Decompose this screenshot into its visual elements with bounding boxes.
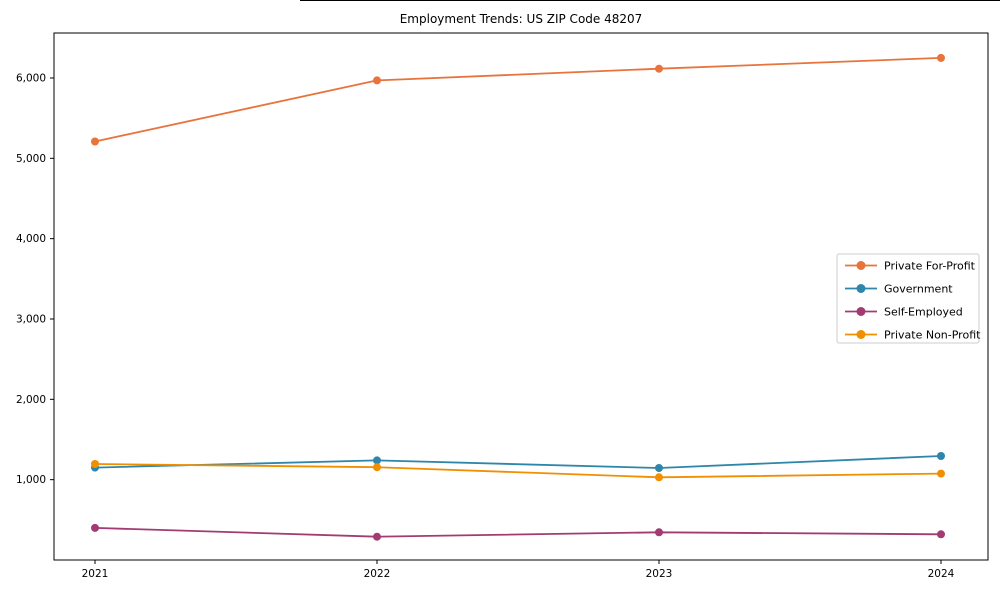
legend-label-self-employed: Self-Employed [884, 306, 963, 319]
data-point-self-employed [937, 530, 945, 539]
y-tick-label: 4,000 [16, 233, 46, 245]
legend-label-private-for-profit: Private For-Profit [884, 260, 976, 273]
series-line-self-employed [94, 527, 942, 538]
data-point-private-for-profit [373, 76, 381, 85]
data-point-self-employed [655, 528, 663, 537]
y-tick-label: 3,000 [16, 313, 46, 325]
series-line-private-for-profit [94, 57, 942, 143]
x-tick-label: 2021 [82, 568, 109, 580]
data-point-government [937, 452, 945, 460]
legend-box [836, 253, 980, 344]
legend-marker-government [856, 284, 866, 293]
data-point-private-for-profit [655, 64, 663, 73]
y-tick-label: 2,000 [16, 394, 46, 406]
chart-title: Employment Trends: US ZIP Code 48207 [399, 12, 643, 26]
data-point-government [373, 456, 381, 465]
data-point-private-for-profit [937, 53, 945, 62]
data-point-self-employed [373, 532, 381, 541]
data-point-private-non-profit [937, 469, 945, 478]
y-tick-label: 1,000 [16, 474, 46, 486]
legend-marker-self-employed [856, 307, 866, 316]
x-tick-label: 2022 [364, 568, 391, 580]
data-point-private-for-profit [91, 137, 99, 146]
legend-marker-private-for-profit [856, 261, 866, 270]
data-point-private-non-profit [91, 460, 99, 468]
data-point-private-non-profit [373, 463, 381, 472]
legend-label-private-non-profit: Private Non-Profit [884, 329, 981, 342]
legend-marker-private-non-profit [856, 330, 866, 339]
y-tick-label: 5,000 [16, 153, 46, 165]
x-tick-label: 2024 [928, 568, 955, 580]
data-point-government [655, 464, 663, 472]
series-line-government [94, 455, 942, 469]
plot-spines [53, 32, 989, 561]
y-tick-label: 6,000 [16, 72, 46, 84]
x-tick-label: 2023 [646, 568, 673, 580]
data-point-private-non-profit [655, 473, 663, 482]
legend-label-government: Government [884, 283, 953, 296]
series-line-private-non-profit [94, 463, 942, 479]
data-point-self-employed [91, 523, 99, 532]
